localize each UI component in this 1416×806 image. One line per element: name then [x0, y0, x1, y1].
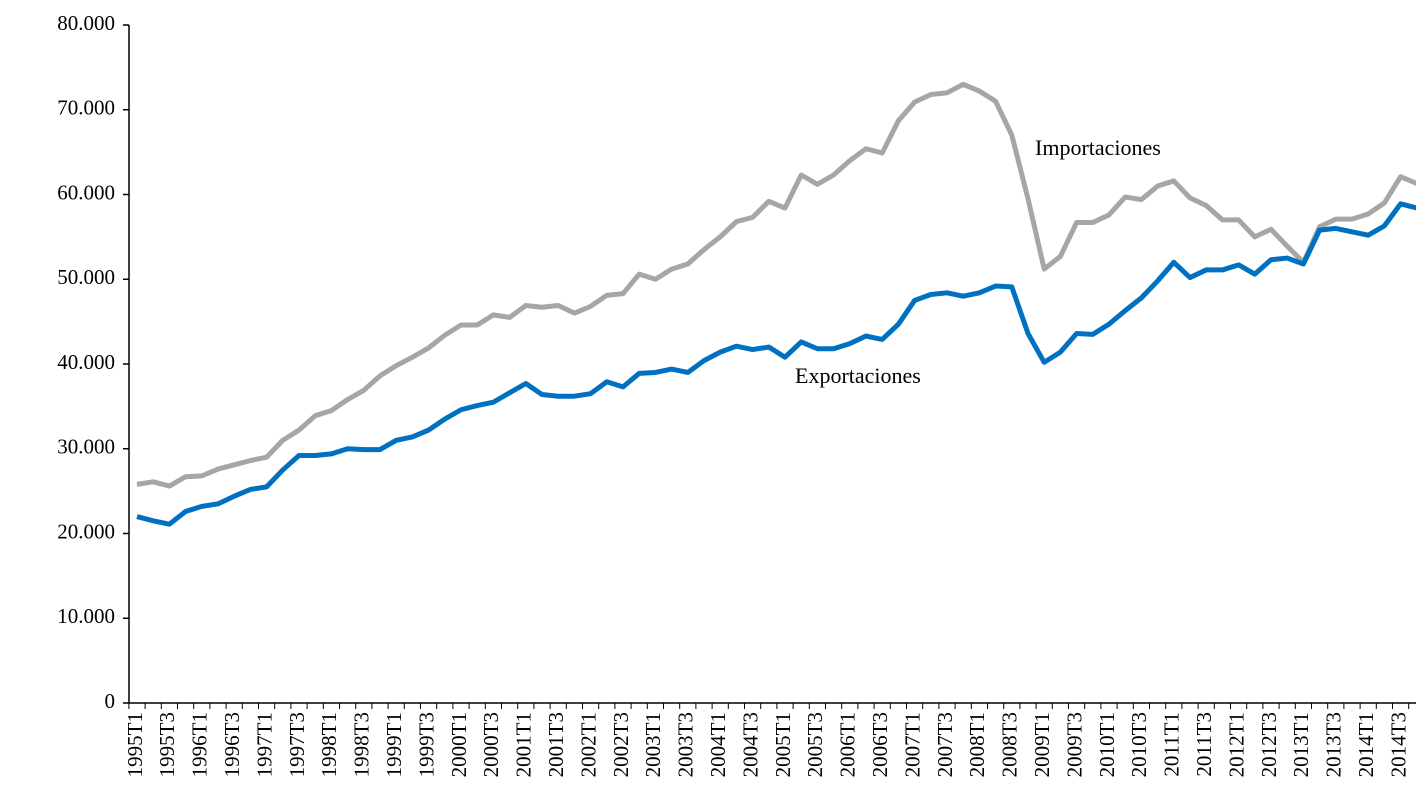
- x-tick-label: 1999T3: [414, 712, 438, 777]
- x-tick-label: 2010T1: [1095, 712, 1119, 777]
- x-tick-label: 2013T3: [1322, 712, 1346, 777]
- y-tick-label: 0: [105, 689, 116, 713]
- x-tick-label: 1999T1: [382, 712, 406, 777]
- x-tick-label: 2001T3: [544, 712, 568, 777]
- x-tick-label: 1996T1: [188, 712, 212, 777]
- x-tick-label: 1996T3: [220, 712, 244, 777]
- x-tick-label: 2008T1: [965, 712, 989, 777]
- x-tick-label: 2003T3: [674, 712, 698, 777]
- x-tick-label: 2014T3: [1386, 712, 1410, 777]
- x-tick-label: 2011T3: [1192, 712, 1216, 777]
- x-tick-label: 2014T1: [1354, 712, 1378, 777]
- x-tick-label: 2006T3: [868, 712, 892, 777]
- x-tick-label: 1997T3: [285, 712, 309, 777]
- y-tick-label: 20.000: [57, 519, 115, 543]
- x-tick-label: 2000T3: [479, 712, 503, 777]
- y-tick-label: 80.000: [57, 11, 115, 35]
- y-tick-label: 10.000: [57, 604, 115, 628]
- x-tick-label: 2007T1: [900, 712, 924, 777]
- x-tick-label: 2004T1: [706, 712, 730, 777]
- x-tick-label: 2009T1: [1030, 712, 1054, 777]
- x-tick-label: 2012T3: [1257, 712, 1281, 777]
- y-tick-label: 40.000: [57, 350, 115, 374]
- x-tick-label: 1998T3: [350, 712, 374, 777]
- x-tick-label: 1995T3: [155, 712, 179, 777]
- x-tick-label: 2005T3: [803, 712, 827, 777]
- x-tick-label: 1995T1: [123, 712, 147, 777]
- x-tick-label: 2008T3: [998, 712, 1022, 777]
- x-tick-label: 2002T3: [609, 712, 633, 777]
- annotation: Importaciones: [1035, 135, 1161, 160]
- x-tick-label: 2011T1: [1160, 712, 1184, 777]
- x-tick-label: 2007T3: [933, 712, 957, 777]
- x-tick-label: 2003T1: [641, 712, 665, 777]
- x-tick-label: 1998T1: [317, 712, 341, 777]
- x-tick-label: 2000T1: [447, 712, 471, 777]
- x-tick-label: 2012T1: [1224, 712, 1248, 777]
- series-line: [136, 201, 1416, 527]
- y-tick-label: 30.000: [57, 435, 115, 459]
- x-tick-label: 2006T1: [836, 712, 860, 777]
- x-tick-label: 2001T1: [512, 712, 536, 777]
- x-tick-label: 2004T3: [738, 712, 762, 777]
- y-tick-label: 70.000: [57, 96, 115, 120]
- x-tick-label: 2010T3: [1127, 712, 1151, 777]
- annotation: Exportaciones: [795, 363, 921, 388]
- x-tick-label: 2013T1: [1289, 712, 1313, 777]
- series-line: [136, 81, 1416, 489]
- x-tick-label: 2002T1: [576, 712, 600, 777]
- y-tick-label: 50.000: [57, 265, 115, 289]
- y-tick-label: 60.000: [57, 180, 115, 204]
- x-tick-label: 2009T3: [1062, 712, 1086, 777]
- x-tick-label: 1997T1: [252, 712, 276, 777]
- x-tick-label: 2005T1: [771, 712, 795, 777]
